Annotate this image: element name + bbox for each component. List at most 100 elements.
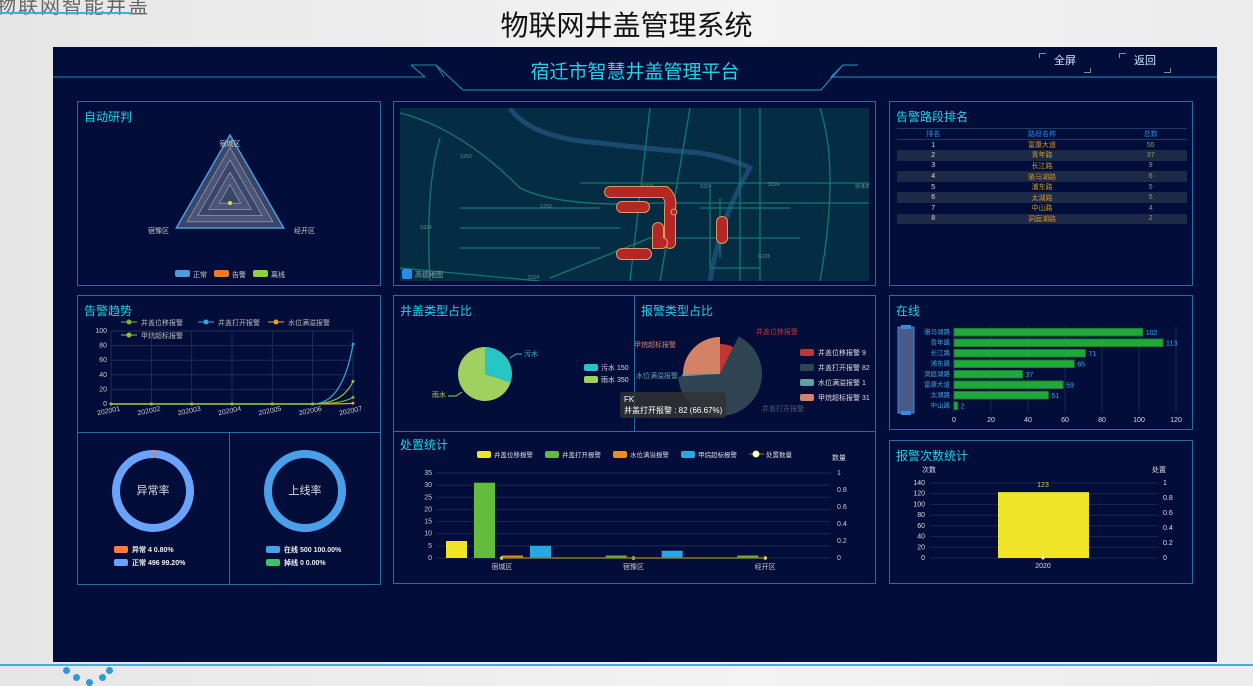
legend-label: 水位满溢报警 — [630, 450, 670, 459]
y-tick-label: 0 — [428, 555, 432, 562]
fullscreen-button[interactable]: 全屏 — [1039, 53, 1091, 73]
y-tick-label: 太湖路 — [931, 390, 951, 399]
road-name-cell: 太湖路 — [970, 192, 1115, 203]
road-label: S324 — [768, 182, 780, 188]
y2-tick-label: 0.6 — [1163, 510, 1173, 517]
y-tick-label: 10 — [424, 531, 432, 538]
rank-cell: 4 — [897, 171, 970, 182]
road-name-cell: 中山路 — [970, 203, 1115, 214]
legend-label: 在线 500 100.00% — [284, 545, 342, 554]
line-point — [1042, 557, 1045, 560]
bar-value-label: 65 — [1077, 362, 1085, 369]
rank-cell: 5 — [897, 182, 970, 193]
bar-value-label: 113 — [1166, 341, 1177, 348]
legend-marker — [753, 451, 759, 457]
y-tick-label: 60 — [917, 523, 925, 530]
y-tick-label: 40 — [917, 534, 925, 541]
y2-tick-label: 0.4 — [1163, 525, 1173, 532]
y-tick-label: 35 — [424, 470, 432, 477]
road-label: 徐淮高速 — [855, 183, 869, 190]
bar-value-label: 123 — [1037, 482, 1049, 489]
road-label: S324 — [528, 275, 540, 281]
heat-map[interactable]: S250S324S250S324S324S324G235S324徐淮高速高德地图 — [400, 108, 869, 281]
bar — [954, 329, 1143, 337]
x-tick-label: 经开区 — [755, 562, 776, 571]
legend-label: 掉线 0 0.00% — [284, 558, 326, 567]
y2-tick-label: 1 — [837, 470, 841, 477]
y-tick-label: 0 — [921, 555, 925, 562]
data-point — [311, 403, 314, 406]
data-point — [352, 343, 355, 346]
total-cell: 37 — [1115, 150, 1188, 161]
bar-value-label: 102 — [1146, 330, 1158, 337]
radar-data-point — [228, 201, 232, 205]
legend-label: 井盖打开报警 — [562, 450, 602, 459]
legend-label: 正常 — [193, 270, 207, 279]
y-axis-label: 次数 — [922, 465, 936, 474]
decor-dot — [73, 674, 80, 681]
bar — [662, 551, 683, 558]
slide-bottom-line — [0, 664, 1253, 666]
bar — [954, 339, 1163, 347]
total-cell: 55 — [1115, 140, 1188, 151]
road-name-cell: 长江路 — [970, 161, 1115, 172]
bar-value-label: 51 — [1051, 393, 1059, 400]
data-point — [150, 403, 153, 406]
map-logo-text: 高德地图 — [415, 270, 443, 279]
decor-dot — [106, 667, 113, 674]
legend-swatch — [253, 270, 268, 277]
bar — [954, 350, 1085, 358]
total-cell: 9 — [1115, 161, 1188, 172]
column-header: 排名 — [897, 129, 970, 140]
slice-label: 污水 — [524, 349, 538, 358]
total-cell: 6 — [1115, 171, 1188, 182]
rank-cell: 2 — [897, 150, 970, 161]
road-label: S324 — [420, 225, 432, 231]
radar-indicator: 经开区 — [294, 226, 315, 235]
dashboard: 宿迁市智慧井盖管理平台 全屏 返回 自动研判 宿城区经开区宿豫区正常告警离线 S… — [53, 47, 1217, 662]
decor-dot — [63, 667, 70, 674]
y2-axis-label: 数量 — [832, 453, 846, 462]
tooltip-title: FK — [624, 394, 722, 405]
x-tick-label: 80 — [1098, 417, 1106, 424]
pie-slice — [683, 337, 720, 374]
datazoom-slider — [898, 327, 914, 413]
data-point — [352, 402, 355, 405]
road-label: S324 — [700, 184, 712, 190]
legend-label: 异常 4 0.80% — [132, 545, 174, 554]
back-button[interactable]: 返回 — [1119, 53, 1171, 73]
x-tick-label: 2020 — [1035, 563, 1051, 570]
data-point — [271, 403, 274, 406]
alarm-count-bar-chart: 次数处置02040608010012014000.20.40.60.811232… — [890, 441, 1194, 585]
legend-swatch — [613, 451, 627, 458]
radar-indicator: 宿豫区 — [148, 226, 169, 235]
trend-line-chart: 井盖位移报警井盖打开报警水位满溢报警甲烷超标报警0204060801002020… — [78, 296, 382, 432]
x-tick-label: 0 — [952, 417, 956, 424]
legend-swatch — [800, 349, 814, 356]
legend-swatch — [545, 451, 559, 458]
column-header: 总数 — [1115, 129, 1188, 140]
road-name-cell: 骆马湖路 — [970, 171, 1115, 182]
legend-label: 井盖打开报警 — [218, 318, 260, 327]
y-tick-label: 100 — [913, 501, 925, 508]
legend-label: 井盖位移报警 — [141, 318, 183, 327]
road-label: G235 — [758, 254, 770, 260]
x-tick-label: 202007 — [339, 406, 363, 418]
y-tick-label: 60 — [99, 357, 107, 364]
bar-value-label: 59 — [1066, 383, 1074, 390]
legend-label: 甲烷超标报警 31 — [818, 393, 870, 402]
legend-label: 井盖位移报警 — [494, 450, 534, 459]
slider-handle — [901, 411, 911, 415]
y2-tick-label: 0.2 — [1163, 540, 1173, 547]
y2-tick-label: 0.2 — [837, 538, 847, 545]
data-point — [352, 380, 355, 383]
slice-label: 甲烷超标报警 — [634, 340, 676, 349]
y-tick-label: 20 — [99, 386, 107, 393]
